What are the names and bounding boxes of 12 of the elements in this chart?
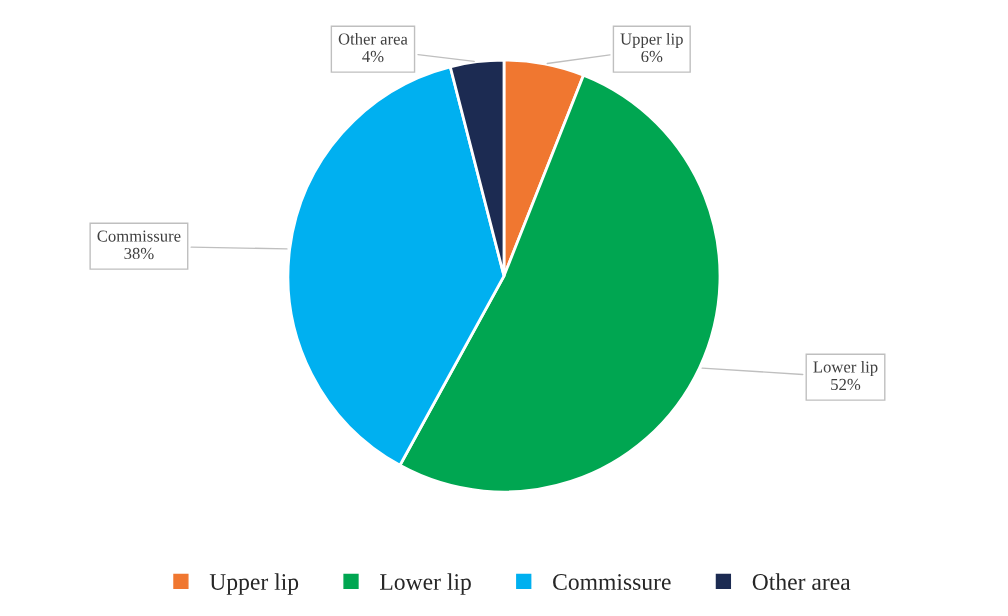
data-label: 52% [831, 378, 861, 391]
data-label: 4% [362, 50, 384, 63]
slice-label: Lower lip [813, 360, 878, 377]
legend-label: Lower lip [380, 573, 471, 595]
slice-label: Commissure [97, 230, 181, 242]
slice-label: Other area [338, 32, 408, 45]
legend-label: Upper lip [209, 573, 299, 595]
data-label: 38% [124, 247, 154, 260]
data-label: 6% [641, 50, 663, 63]
legend-label: Commissure [553, 574, 671, 590]
legend-label: Other area [752, 573, 851, 590]
slice-label: Upper lip [620, 32, 683, 49]
